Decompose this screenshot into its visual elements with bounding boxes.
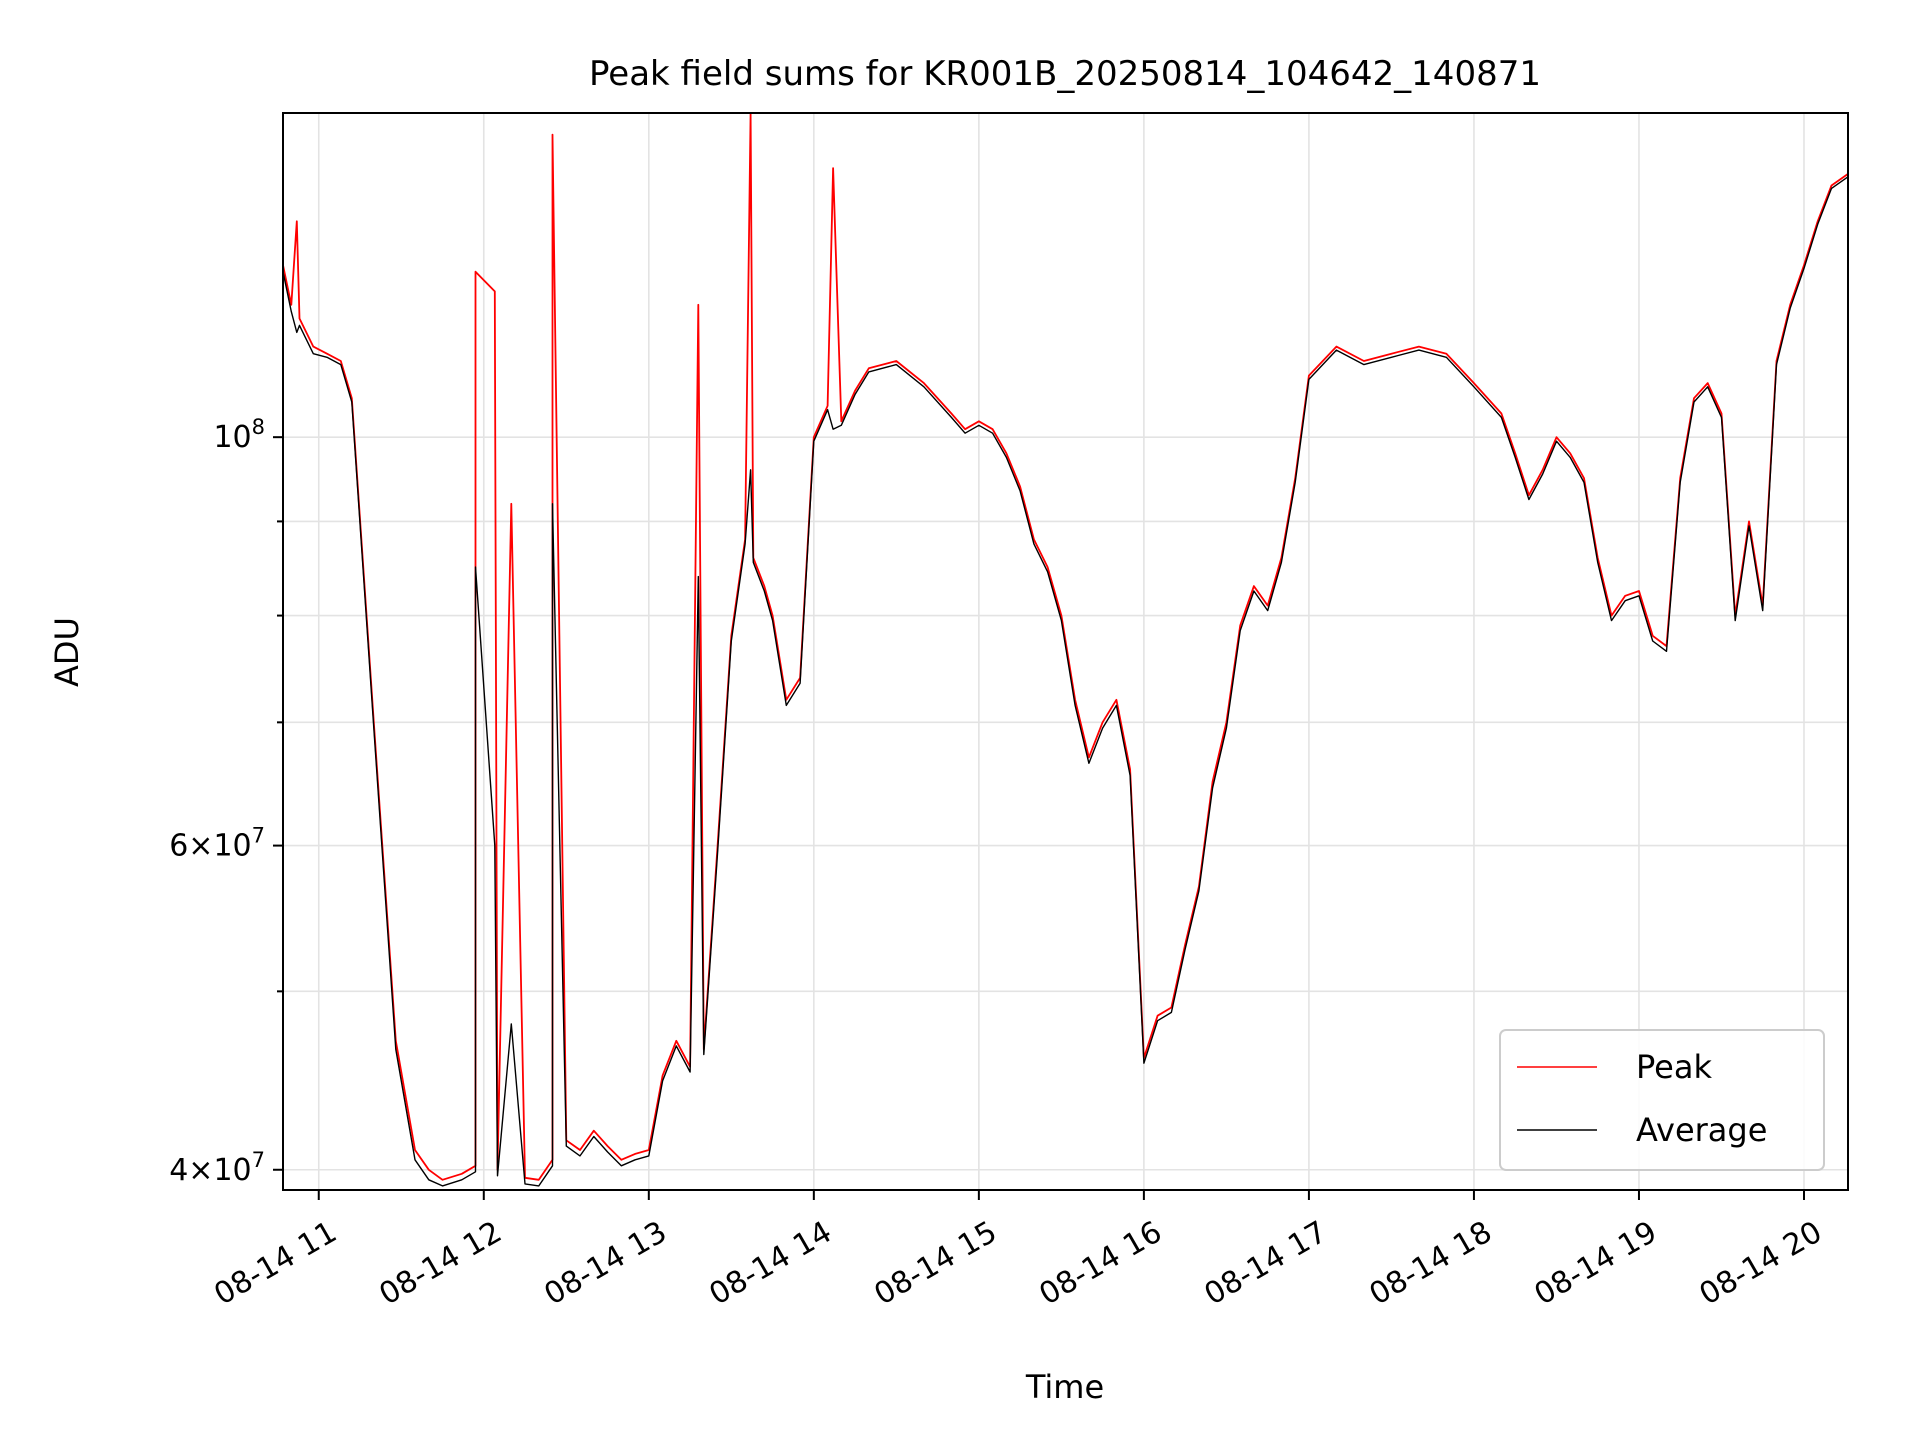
series-line-average: [282, 176, 1849, 1187]
x-axis-label: Time: [1025, 1368, 1104, 1406]
series-line-peak: [282, 112, 1849, 1181]
plot-series-group: [282, 112, 1849, 1187]
y-axis-label: ADU: [48, 617, 86, 687]
y-tick-label: 4×107: [169, 1148, 265, 1188]
chart-title: Peak field sums for KR001B_20250814_1046…: [589, 54, 1541, 94]
legend: Peak Average: [1499, 1029, 1825, 1171]
legend-label-peak: Peak: [1636, 1048, 1712, 1086]
axes-frame: [282, 112, 1849, 1191]
legend-box: [1499, 1029, 1825, 1171]
legend-label-average: Average: [1636, 1111, 1767, 1149]
y-tick-label: 6×107: [169, 824, 265, 864]
